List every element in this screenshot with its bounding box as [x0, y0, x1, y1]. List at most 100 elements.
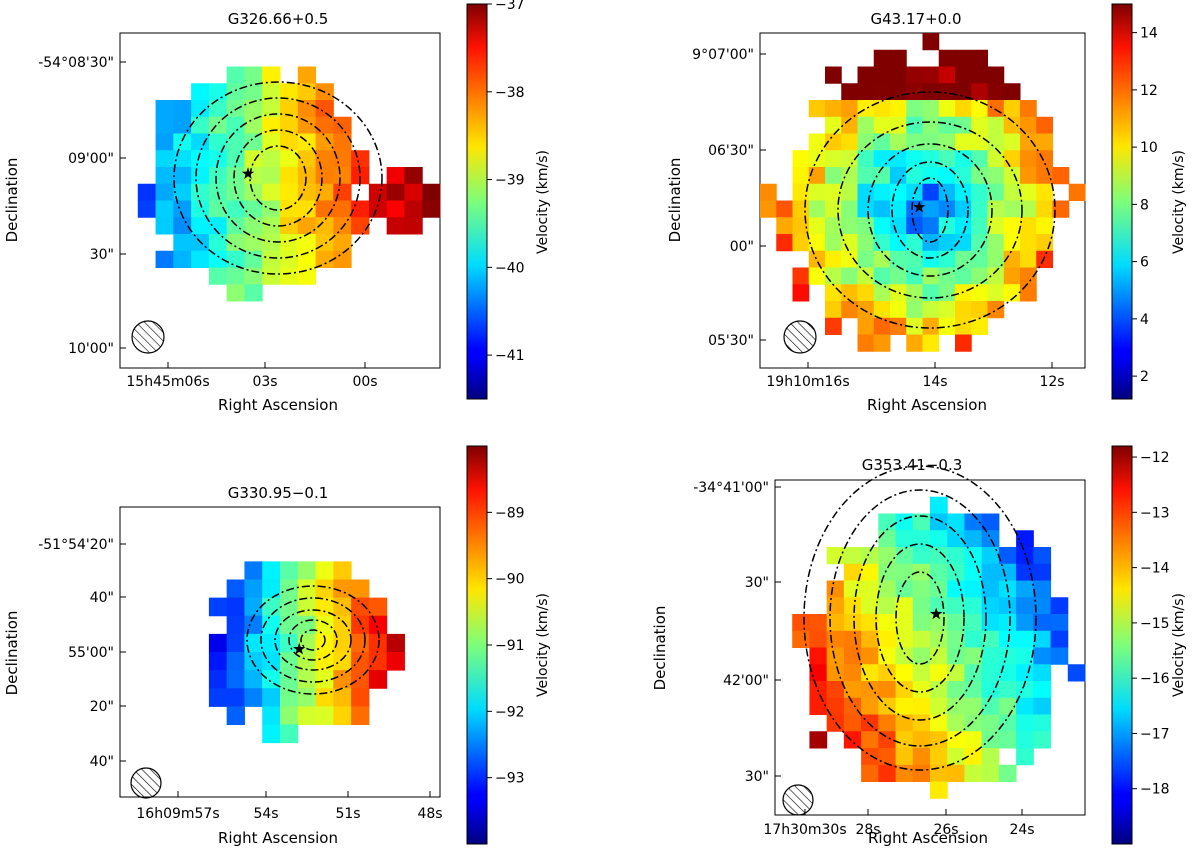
heatmap-cell [1033, 563, 1052, 581]
heatmap-cell [981, 764, 1000, 782]
heatmap-cell [1016, 681, 1034, 699]
heatmap-cell [1020, 234, 1037, 252]
heatmap-cell [906, 83, 923, 101]
star-marker [241, 167, 255, 179]
heatmap-cell [906, 334, 923, 352]
heatmap-cell [825, 250, 842, 268]
heatmap-cell [922, 100, 940, 118]
heatmap-cell [843, 614, 862, 632]
y-tick-label: 05'30" [708, 333, 754, 349]
colorbar-tick-label: −17 [1140, 726, 1170, 742]
x-tick-label: 17h30m30s [763, 822, 846, 838]
heatmap-cell [971, 49, 988, 67]
heatmap-cell [873, 150, 891, 168]
heatmap-cell [351, 633, 370, 653]
x-tick-label: 00s [352, 374, 377, 390]
heatmap-cell [137, 183, 157, 201]
heatmap-cell [1033, 714, 1052, 732]
colorbar-ticks: −89 −90 −91 −92 −93 [487, 505, 525, 787]
heatmap-cell [841, 100, 858, 118]
heatmap-cell [878, 681, 897, 699]
heatmap-cell [938, 284, 956, 302]
heatmap-cell [947, 563, 965, 581]
heatmap-cell [841, 150, 858, 168]
heatmap-cell [964, 714, 983, 732]
heatmap-cell [981, 647, 1000, 665]
colorbar-tick-label: −16 [1140, 671, 1170, 687]
heatmap-cell [987, 133, 1005, 151]
y-tick-labels: -54°08'30" 09'00" 30" 10'00" [38, 55, 126, 357]
heatmap-cell [971, 100, 988, 118]
heatmap-cell [173, 183, 192, 201]
contour-line [274, 609, 352, 671]
heatmap-cell [955, 133, 972, 151]
heatmap-cell [906, 284, 923, 302]
heatmap-cell [987, 100, 1005, 118]
heatmap-cell [922, 33, 940, 51]
heatmap-cell [1067, 664, 1086, 682]
heatmap-cell [280, 234, 299, 252]
heatmap-cell [1003, 200, 1021, 218]
heatmap-cell [861, 748, 879, 766]
x-tick-label: 14s [922, 374, 947, 390]
heatmap-cell [930, 731, 948, 749]
heatmap-cell [825, 66, 842, 84]
heatmap-cell [825, 183, 842, 201]
x-axis-label: Right Ascension [868, 829, 988, 847]
heatmap-cell [964, 614, 983, 632]
heatmap-cell [808, 267, 826, 285]
heatmap-cell [890, 83, 907, 101]
heatmap-cell [947, 647, 965, 665]
heatmap-cell [890, 167, 907, 185]
heatmap-cell [930, 781, 948, 799]
heatmap-cell [843, 647, 862, 665]
y-tick-labels: -34°41'00" 30" 42'00" 30" [693, 480, 781, 785]
heatmap-cell [1016, 731, 1034, 749]
heatmap-cell [1016, 647, 1034, 665]
heatmap-cell [930, 530, 948, 548]
heatmap-cell [857, 217, 875, 235]
heatmap-cell [890, 100, 907, 118]
heatmap-cell [890, 66, 907, 84]
heatmap-cell [857, 100, 875, 118]
heatmap-cell [262, 615, 281, 635]
contour-line [300, 629, 326, 651]
heatmap-cell [297, 167, 317, 185]
heatmap-cell [315, 234, 334, 252]
heatmap-cell [971, 267, 988, 285]
heatmap-cell [857, 133, 875, 151]
heatmap-cell [825, 317, 842, 335]
heatmap-cell [947, 697, 965, 715]
heatmap-cell [857, 167, 875, 185]
colorbar-tick-label: −41 [495, 348, 525, 364]
y-tick-label: 42'00" [723, 673, 769, 689]
heatmap-cell [226, 250, 245, 268]
heatmap-cell [861, 731, 879, 749]
heatmap-cell [386, 633, 405, 653]
heatmap-cell [873, 200, 891, 218]
heatmap-cell [1033, 647, 1052, 665]
colorbar-tick-label: 14 [1140, 26, 1158, 42]
heatmap-cell [938, 301, 956, 319]
y-tick-labels: -51°54'20" 40" 55'00" 20" 40" [38, 537, 126, 770]
heatmap-cell [1003, 150, 1021, 168]
heatmap-cell [1016, 697, 1034, 715]
heatmap-cell [280, 724, 299, 744]
heatmap-cell [922, 133, 940, 151]
heatmap-cell [1003, 250, 1021, 268]
heatmap-cell [1050, 597, 1069, 615]
heatmap-cell [987, 301, 1005, 319]
heatmap-cell [351, 615, 370, 635]
heatmap-cell [792, 267, 810, 285]
heatmap-cell [1036, 133, 1053, 151]
y-axis-label: Declination [3, 158, 21, 243]
heatmap-cell [826, 647, 845, 665]
heatmap-cell [792, 284, 810, 302]
heatmap-cell [987, 116, 1005, 134]
x-axis-label: Right Ascension [218, 396, 338, 414]
heatmap-cell [262, 267, 281, 285]
heatmap-cell [826, 547, 845, 565]
heatmap-cell [333, 217, 352, 235]
heatmap-cell [857, 66, 875, 84]
heatmap-cell [906, 66, 923, 84]
